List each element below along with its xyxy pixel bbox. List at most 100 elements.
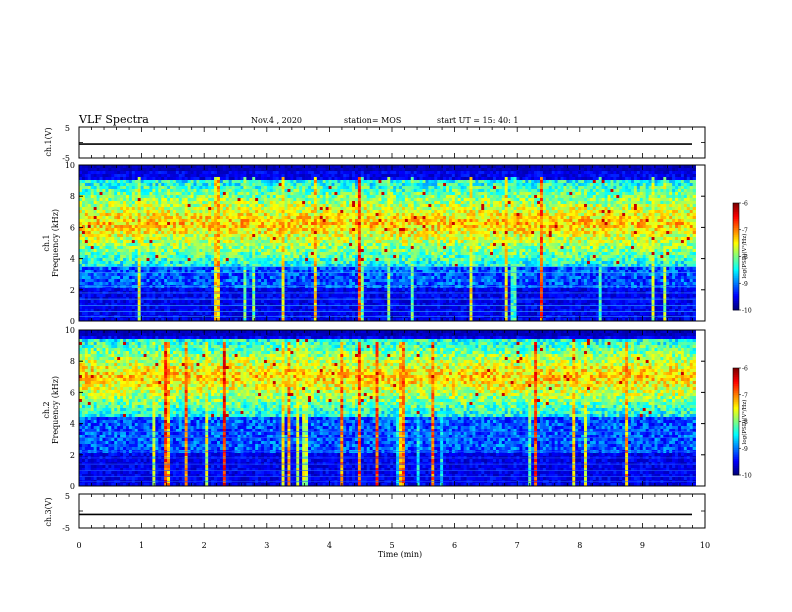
- spectrogram-cell: [337, 228, 340, 231]
- spectrogram-cell: [132, 282, 135, 285]
- spectrogram-cell: [173, 225, 176, 228]
- spectrogram-cell: [205, 201, 208, 204]
- spectrogram-cell: [264, 216, 267, 219]
- spectrogram-cell: [173, 246, 176, 249]
- spectrogram-cell: [164, 255, 167, 258]
- spectrogram-cell: [252, 171, 255, 174]
- spectrogram-cell: [208, 213, 211, 216]
- spectrogram-cell: [167, 210, 170, 213]
- spectrogram-cell: [235, 234, 238, 237]
- spectrogram-cell: [82, 243, 85, 246]
- spectrogram-cell: [287, 219, 290, 222]
- spectrogram-cell: [293, 240, 296, 243]
- spectrogram-cell: [102, 198, 105, 201]
- spectrogram-cell: [314, 255, 317, 258]
- spectrogram-cell: [120, 231, 123, 234]
- spectrogram-cell: [337, 183, 340, 186]
- spectrogram-cell: [170, 258, 173, 261]
- spectrogram-cell: [261, 267, 264, 270]
- spectrogram-cell: [346, 297, 349, 300]
- spectrogram-cell: [188, 168, 191, 171]
- spectrogram-cell: [270, 231, 273, 234]
- spectrogram-cell: [246, 216, 249, 219]
- spectrogram-cell: [141, 267, 144, 270]
- spectrogram-cell: [120, 261, 123, 264]
- spectrogram-cell: [214, 315, 217, 318]
- spectrogram-cell: [158, 189, 161, 192]
- spectrogram-cell: [296, 282, 299, 285]
- spectrogram-cell: [308, 189, 311, 192]
- spectrogram-cell: [223, 282, 226, 285]
- spectrogram-cell: [349, 171, 352, 174]
- spectrogram-cell: [94, 282, 97, 285]
- spectrogram-cell: [208, 177, 211, 180]
- spectrogram-cell: [85, 294, 88, 297]
- spectrogram-cell: [199, 204, 202, 207]
- spectrogram-cell: [296, 249, 299, 252]
- spectrogram-cell: [173, 294, 176, 297]
- spectrogram-cell: [267, 300, 270, 303]
- spectrogram-cell: [82, 267, 85, 270]
- spectrogram-cell: [279, 243, 282, 246]
- spectrogram-cell: [226, 294, 229, 297]
- spectrogram-cell: [144, 168, 147, 171]
- spectrogram-cell: [102, 204, 105, 207]
- spectrogram-cell: [285, 168, 288, 171]
- spectrogram-cell: [279, 207, 282, 210]
- spectrogram-cell: [188, 237, 191, 240]
- spectrogram-cell: [267, 276, 270, 279]
- spectrogram-cell: [191, 189, 194, 192]
- spectrogram-cell: [267, 303, 270, 306]
- spectrogram-cell: [240, 207, 243, 210]
- spectrogram-cell: [123, 261, 126, 264]
- spectrogram-cell: [270, 186, 273, 189]
- spectrogram-cell: [311, 186, 314, 189]
- spectrogram-cell: [320, 264, 323, 267]
- spectrogram-cell: [211, 171, 214, 174]
- spectrogram-cell: [299, 282, 302, 285]
- spectrogram-cell: [282, 264, 285, 267]
- spectrogram-cell: [270, 168, 273, 171]
- spectrogram-cell: [290, 276, 293, 279]
- spectrogram-cell: [287, 192, 290, 195]
- spectrogram-cell: [217, 186, 220, 189]
- spectrogram-cell: [155, 225, 158, 228]
- spectrogram-cell: [240, 231, 243, 234]
- spectrogram-cell: [270, 210, 273, 213]
- spectrogram-cell: [202, 219, 205, 222]
- spectrogram-cell: [238, 219, 241, 222]
- spectrogram-cell: [196, 204, 199, 207]
- spectrogram-cell: [141, 258, 144, 261]
- spectrogram-cell: [270, 222, 273, 225]
- spectrogram-cell: [273, 252, 276, 255]
- spectrogram-cell: [240, 267, 243, 270]
- spectrogram-cell: [317, 219, 320, 222]
- spectrogram-cell: [202, 222, 205, 225]
- spectrogram-cell: [179, 195, 182, 198]
- spectrogram-cell: [343, 237, 346, 240]
- spectrogram-cell: [135, 177, 138, 180]
- spectrogram-cell: [88, 168, 91, 171]
- spectrogram-cell: [332, 165, 335, 168]
- spectrogram-cell: [285, 240, 288, 243]
- spectrogram-cell: [126, 228, 129, 231]
- spectrogram-cell: [287, 300, 290, 303]
- spectrogram-cell: [343, 207, 346, 210]
- spectrogram-cell: [94, 249, 97, 252]
- spectrogram-cell: [326, 195, 329, 198]
- spectrogram-cell: [311, 261, 314, 264]
- spectrogram-cell: [352, 225, 355, 228]
- spectrogram-cell: [240, 306, 243, 309]
- spectrogram-cell: [340, 228, 343, 231]
- spectrogram-cell: [214, 243, 217, 246]
- spectrogram-cell: [337, 195, 340, 198]
- spectrogram-cell: [167, 249, 170, 252]
- spectrogram-cell: [261, 276, 264, 279]
- spectrogram-cell: [314, 279, 317, 282]
- spectrogram-cell: [332, 249, 335, 252]
- spectrogram-cell: [214, 228, 217, 231]
- spectrogram-cell: [211, 300, 214, 303]
- spectrogram-cell: [258, 177, 261, 180]
- spectrogram-cell: [226, 225, 229, 228]
- spectrogram-cell: [194, 312, 197, 315]
